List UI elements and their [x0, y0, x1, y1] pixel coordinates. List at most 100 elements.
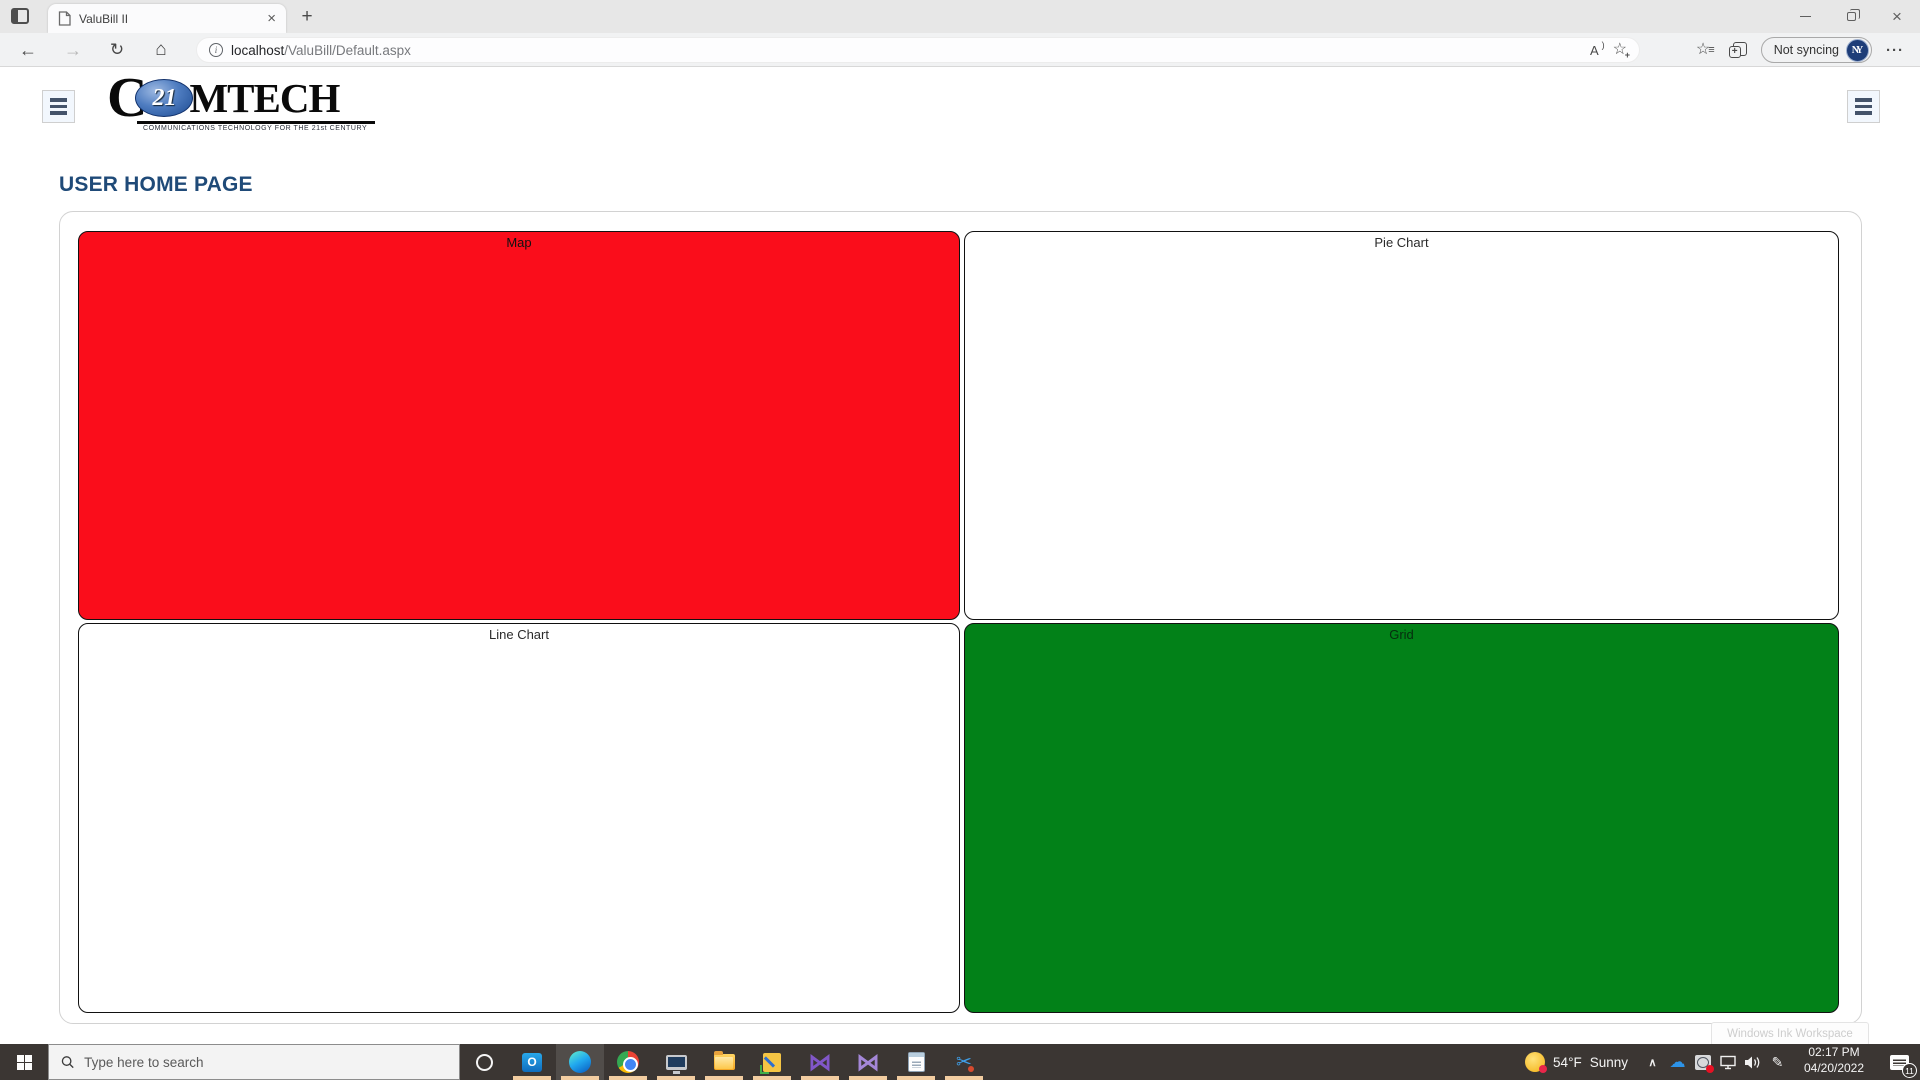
avatar: NY	[1846, 38, 1869, 62]
cortana-button[interactable]	[460, 1044, 508, 1080]
taskbar-chrome[interactable]	[604, 1044, 652, 1080]
tab-close-icon[interactable]: ×	[267, 10, 276, 27]
ink-workspace-tooltip: Windows Ink Workspace	[1711, 1022, 1869, 1046]
logo-tagline: COMMUNICATIONS TECHNOLOGY FOR THE 21st C…	[143, 125, 368, 132]
taskbar-search[interactable]	[48, 1044, 460, 1080]
widget-map[interactable]: Map	[78, 231, 960, 620]
toolbar-right-cluster: ☆ ≡ + Not syncing NY ···	[1696, 33, 1920, 67]
app-alert-icon	[1694, 1054, 1714, 1073]
logo-row: C 21 MTECH	[107, 70, 377, 126]
home-button[interactable]: ⌂	[155, 39, 167, 60]
notification-center-button[interactable]: 11	[1878, 1044, 1920, 1080]
hamburger-bar	[1855, 104, 1872, 109]
tray-volume[interactable]	[1740, 1044, 1765, 1080]
right-menu-toggle-icon[interactable]	[1847, 90, 1880, 123]
widget-pie-chart[interactable]: Pie Chart	[964, 231, 1839, 620]
logo-wordmark: MTECH	[189, 75, 340, 121]
taskbar-visual-studio-2[interactable]: ⋈	[844, 1044, 892, 1080]
new-tab-button[interactable]: +	[301, 6, 313, 27]
search-icon	[61, 1056, 74, 1069]
tray-expand-button[interactable]: ∧	[1640, 1044, 1665, 1080]
collections-icon[interactable]: +	[1728, 42, 1747, 58]
add-favorite-icon[interactable]: ☆	[1613, 42, 1631, 61]
visual-studio-icon: ⋈	[808, 1048, 832, 1075]
url-path: /ValuBill/Default.aspx	[284, 42, 411, 58]
taskbar-snipping-tool[interactable]: ✂	[940, 1044, 988, 1080]
weather-temp: 54°F	[1553, 1054, 1582, 1070]
close-icon: ×	[1892, 7, 1902, 26]
hamburger-bar	[1855, 111, 1872, 115]
address-bar[interactable]: i localhost/ValuBill/Default.aspx A ☆	[196, 37, 1640, 63]
site-info-icon[interactable]: i	[209, 43, 223, 57]
clock-time: 02:17 PM	[1808, 1045, 1860, 1059]
page-content: C 21 MTECH COMMUNICATIONS TECHNOLOGY FOR…	[0, 67, 1920, 1046]
url-host: localhost	[231, 42, 285, 58]
tab-actions-menu-icon[interactable]	[11, 8, 29, 24]
taskbar-notepad[interactable]	[892, 1044, 940, 1080]
taskbar-visual-studio[interactable]: ⋈	[796, 1044, 844, 1080]
chevron-up-icon: ∧	[1648, 1056, 1657, 1069]
widget-line-chart[interactable]: Line Chart	[78, 623, 960, 1013]
taskbar-outlook[interactable]: O	[508, 1044, 556, 1080]
restore-button[interactable]	[1828, 0, 1874, 33]
browser-toolbar: ← → ↻ ⌂ i localhost/ValuBill/Default.asp…	[0, 33, 1920, 67]
page-title: USER HOME PAGE	[59, 173, 253, 196]
search-input[interactable]	[84, 1054, 447, 1070]
notepad-icon	[907, 1052, 925, 1072]
taskbar-spacer	[988, 1044, 1513, 1080]
snipping-tool-icon: ✂	[956, 1051, 974, 1073]
weather-condition: Sunny	[1589, 1054, 1628, 1070]
close-button[interactable]: ×	[1874, 0, 1920, 33]
browser-titlebar: ValuBill II × + ×	[0, 0, 1920, 33]
cortana-icon	[475, 1053, 493, 1071]
outlook-icon: O	[522, 1052, 542, 1072]
comtech-logo[interactable]: C 21 MTECH COMMUNICATIONS TECHNOLOGY FOR…	[107, 70, 377, 133]
favorites-star-icon: ☆	[1695, 41, 1711, 58]
chrome-icon	[617, 1051, 639, 1073]
logo-underline	[137, 121, 375, 124]
edge-icon	[569, 1051, 591, 1073]
widget-pie-chart-label: Pie Chart	[1374, 235, 1429, 250]
left-menu-toggle-icon[interactable]	[42, 90, 75, 123]
favorites-lines-icon: ≡	[1708, 44, 1715, 56]
hamburger-bar	[1855, 98, 1872, 102]
back-button[interactable]: ←	[19, 39, 37, 60]
tray-onedrive[interactable]: ☁	[1665, 1044, 1690, 1080]
taskbar-file-explorer[interactable]	[700, 1044, 748, 1080]
hamburger-bar	[50, 111, 67, 115]
widget-grid[interactable]: Grid	[964, 623, 1839, 1013]
taskbar-edge[interactable]	[556, 1044, 604, 1080]
browser-tab[interactable]: ValuBill II ×	[48, 4, 286, 33]
taskbar-remote-desktop[interactable]	[652, 1044, 700, 1080]
tray-network[interactable]	[1715, 1044, 1740, 1080]
taskbar-clock[interactable]: 02:17 PM 04/20/2022	[1790, 1044, 1878, 1080]
clock-date: 04/20/2022	[1803, 1061, 1865, 1076]
minimize-icon	[1799, 15, 1811, 18]
pen-icon: ✎	[1771, 1053, 1784, 1070]
tray-app-alert[interactable]	[1690, 1044, 1715, 1080]
url-text[interactable]: localhost/ValuBill/Default.aspx	[231, 43, 411, 58]
page-favicon-icon	[58, 11, 71, 26]
tab-title: ValuBill II	[79, 11, 129, 26]
start-button[interactable]	[0, 1044, 48, 1080]
tray-ink-workspace[interactable]: ✎	[1765, 1044, 1790, 1080]
hamburger-bar	[50, 104, 67, 109]
profile-button[interactable]: Not syncing NY	[1760, 37, 1872, 63]
widget-grid-label: Grid	[1389, 627, 1414, 642]
onedrive-cloud-icon: ☁	[1669, 1054, 1686, 1071]
notification-badge: 11	[1902, 1063, 1917, 1078]
settings-menu-icon[interactable]: ···	[1886, 41, 1904, 59]
logo-number: 21	[152, 84, 177, 111]
windows-logo-icon	[16, 1054, 32, 1070]
forward-button[interactable]: →	[64, 39, 82, 60]
taskbar: O ⋈ ⋈ ✂ 54°F Sunny ∧ ☁	[0, 1044, 1920, 1080]
read-aloud-icon[interactable]: A	[1590, 40, 1605, 58]
weather-widget[interactable]: 54°F Sunny	[1513, 1044, 1640, 1080]
taskbar-config-tool[interactable]	[748, 1044, 796, 1080]
refresh-button[interactable]: ↻	[109, 40, 125, 59]
hamburger-bar	[50, 98, 67, 102]
favorites-icon[interactable]: ☆ ≡	[1696, 42, 1715, 58]
minimize-button[interactable]	[1782, 0, 1828, 33]
widget-map-label: Map	[506, 235, 532, 250]
